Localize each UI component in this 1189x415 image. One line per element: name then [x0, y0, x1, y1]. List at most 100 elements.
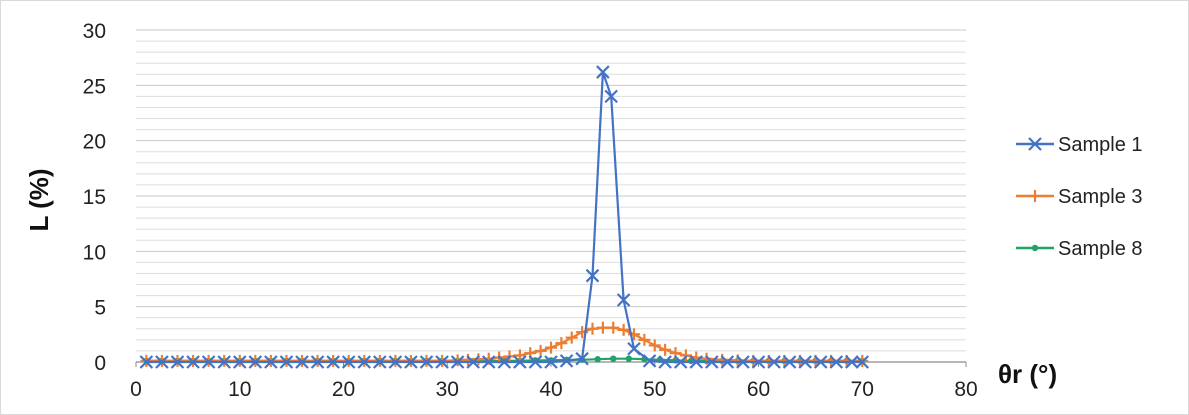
- y-tick-label: 10: [83, 241, 106, 264]
- y-tick-label: 15: [83, 186, 106, 209]
- data-point: [466, 355, 480, 369]
- legend-label: Sample 8: [1058, 238, 1143, 260]
- data-point: [610, 355, 617, 362]
- data-point-stroke: [616, 293, 631, 307]
- data-point: [638, 333, 651, 346]
- y-tick-label: 30: [83, 20, 106, 43]
- data-point: [201, 355, 216, 369]
- legend-item: Sample 1: [1016, 134, 1143, 156]
- x-tick-label: 30: [436, 378, 459, 401]
- data-point-stroke: [388, 355, 403, 369]
- data-point: [404, 355, 418, 369]
- data-point: [767, 355, 781, 369]
- data-point: [472, 353, 485, 366]
- x-tick-label: 60: [747, 378, 770, 401]
- data-point: [544, 355, 558, 369]
- data-point: [435, 355, 449, 369]
- data-point: [139, 355, 154, 369]
- data-point: [186, 355, 200, 369]
- data-point-stroke: [341, 355, 356, 369]
- data-point-stroke: [829, 355, 844, 369]
- data-point-stroke: [544, 355, 558, 369]
- y-tick-label: 0: [94, 352, 106, 375]
- data-point-stroke: [497, 355, 512, 369]
- data-point: [217, 355, 231, 369]
- data-point-stroke: [279, 355, 294, 369]
- data-point-stroke: [627, 341, 641, 356]
- data-point: [534, 344, 547, 357]
- data-point-stroke: [326, 355, 340, 369]
- data-point: [607, 321, 620, 334]
- legend-label: Sample 1: [1058, 134, 1143, 156]
- data-point: [642, 354, 657, 368]
- data-point: [720, 355, 735, 369]
- data-point: [497, 355, 512, 369]
- data-point: [575, 351, 589, 366]
- gridlines: [136, 29, 966, 352]
- y-axis-title: L (%): [24, 168, 54, 231]
- data-point: [594, 356, 601, 363]
- legend-label: Sample 3: [1058, 186, 1143, 208]
- x-axis-title: θr (°): [998, 359, 1057, 389]
- data-point-stroke: [705, 355, 719, 369]
- x-tick-label: 80: [954, 378, 977, 401]
- data-point-stroke: [798, 355, 812, 369]
- data-point: [232, 355, 247, 369]
- data-point: [658, 355, 672, 369]
- data-point-stroke: [264, 355, 278, 369]
- data-point-stroke: [435, 355, 449, 369]
- data-point-stroke: [585, 268, 600, 283]
- data-point-stroke: [295, 355, 309, 369]
- data-point: [310, 355, 325, 369]
- data-point-stroke: [248, 355, 263, 369]
- data-point-stroke: [357, 355, 372, 369]
- data-point: [845, 355, 859, 369]
- data-point-stroke: [528, 355, 543, 369]
- data-point-stroke: [604, 89, 618, 104]
- data-point: [813, 355, 828, 369]
- data-point: [616, 293, 631, 307]
- data-point: [450, 355, 465, 369]
- data-point: [559, 354, 574, 368]
- data-point-stroke: [450, 355, 465, 369]
- data-point-stroke: [1028, 137, 1042, 151]
- data-point: [451, 354, 464, 367]
- data-point: [326, 355, 340, 369]
- data-point: [545, 341, 557, 354]
- data-point: [170, 355, 185, 369]
- data-point: [565, 331, 578, 344]
- data-point: [798, 355, 812, 369]
- data-point-stroke: [845, 355, 859, 369]
- data-point: [513, 349, 526, 362]
- data-point-stroke: [559, 354, 574, 368]
- x-tick-label: 10: [228, 378, 251, 401]
- data-point-stroke: [170, 355, 185, 369]
- data-point-stroke: [575, 351, 589, 366]
- data-point-stroke: [855, 355, 870, 369]
- data-point-stroke: [751, 355, 766, 369]
- data-point-stroke: [736, 355, 750, 369]
- data-point: [1031, 244, 1039, 252]
- data-point-stroke: [658, 355, 672, 369]
- data-point: [736, 355, 750, 369]
- data-point: [627, 341, 641, 356]
- data-point: [586, 322, 599, 335]
- data-point-stroke: [155, 355, 169, 369]
- data-point-stroke: [373, 355, 387, 369]
- data-point-stroke: [139, 355, 154, 369]
- data-point-stroke: [642, 354, 657, 368]
- data-point: [585, 268, 600, 283]
- data-point: [555, 337, 568, 350]
- data-point-stroke: [481, 355, 496, 369]
- data-point: [248, 355, 263, 369]
- data-point: [1028, 137, 1042, 151]
- data-point: [625, 355, 633, 362]
- data-point-stroke: [813, 355, 828, 369]
- data-point-stroke: [217, 355, 231, 369]
- data-point: [373, 355, 387, 369]
- legend-item: Sample 3: [1016, 186, 1143, 208]
- data-point-stroke: [404, 355, 418, 369]
- data-point: [829, 355, 844, 369]
- data-point: [1029, 190, 1041, 202]
- x-tick-label: 20: [332, 378, 355, 401]
